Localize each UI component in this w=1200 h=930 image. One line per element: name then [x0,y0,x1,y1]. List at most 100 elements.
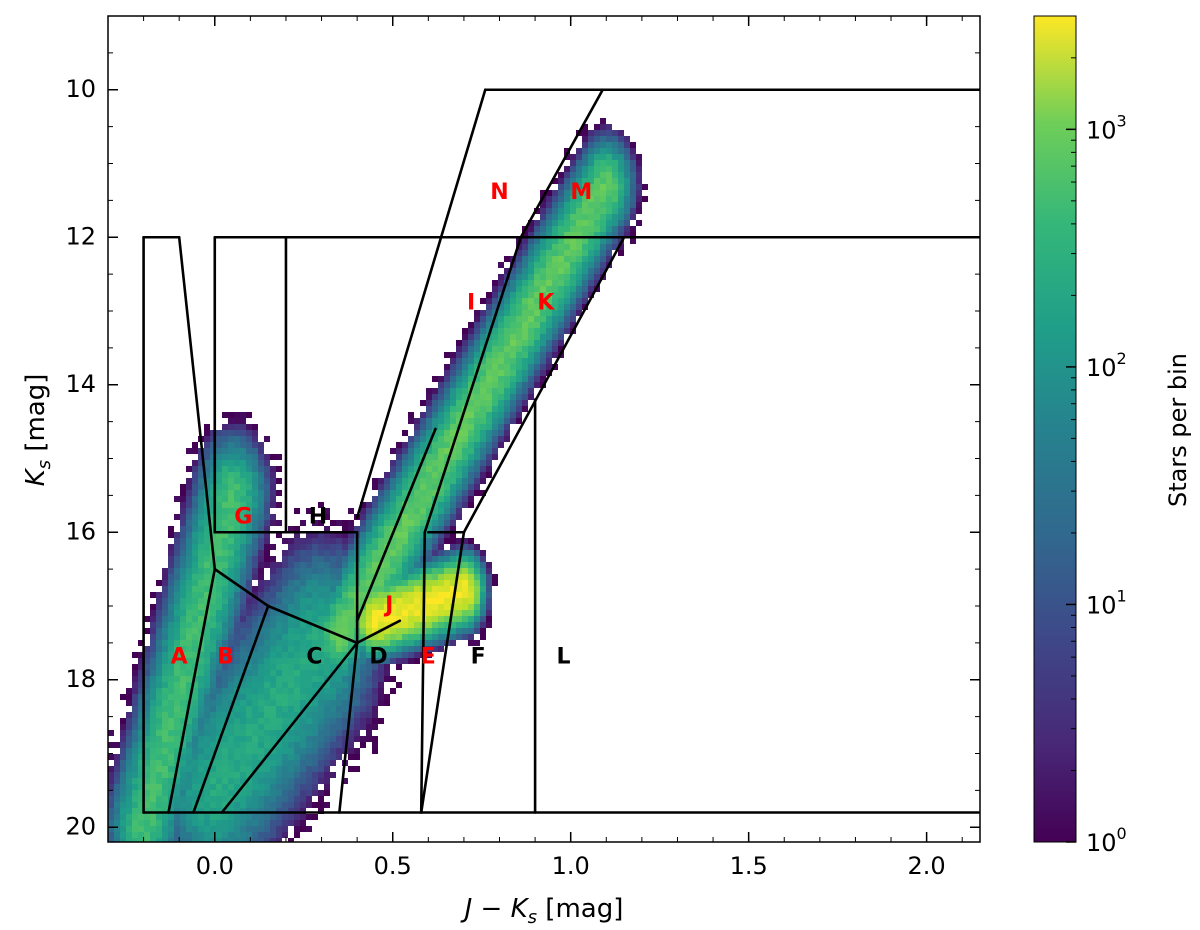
heatmap-cell [396,616,402,622]
heatmap-cell [498,418,504,424]
heatmap-cell [384,556,390,562]
heatmap-cell [366,544,372,550]
heatmap-cell [246,748,252,754]
heatmap-cell [600,172,606,178]
heatmap-cell [270,646,276,652]
heatmap-cell [246,550,252,556]
heatmap-cell [120,820,126,826]
heatmap-cell [570,220,576,226]
heatmap-cell [186,766,192,772]
heatmap-cell [348,712,354,718]
heatmap-cell [378,550,384,556]
heatmap-cell [624,136,630,142]
heatmap-cell [450,460,456,466]
heatmap-cell [372,646,378,652]
heatmap-cell [594,220,600,226]
heatmap-cell [228,790,234,796]
heatmap-cell [228,490,234,496]
heatmap-cell [474,556,480,562]
heatmap-cell [240,508,246,514]
heatmap-cell [288,838,294,842]
heatmap-cell [420,460,426,466]
heatmap-cell [402,526,408,532]
heatmap-cell [234,718,240,724]
heatmap-cell [186,604,192,610]
heatmap-cell [600,136,606,142]
heatmap-cell [264,460,270,466]
heatmap-cell [270,694,276,700]
heatmap-cell [312,616,318,622]
heatmap-cell [234,808,240,814]
heatmap-cell [168,772,174,778]
heatmap-cell [270,586,276,592]
heatmap-cell [282,586,288,592]
heatmap-cell [192,604,198,610]
heatmap-cell [510,352,516,358]
heatmap-cell [204,688,210,694]
heatmap-cell [474,334,480,340]
heatmap-cell [396,538,402,544]
heatmap-cell [312,658,318,664]
heatmap-cell [174,772,180,778]
heatmap-cell [546,262,552,268]
heatmap-cell [534,262,540,268]
heatmap-cell [186,838,192,842]
heatmap-cell [228,826,234,832]
heatmap-cell [174,532,180,538]
heatmap-cell [414,418,420,424]
y-tick-label: 20 [65,812,96,840]
heatmap-cell [396,622,402,628]
heatmap-cell [108,838,114,842]
heatmap-cell [270,742,276,748]
heatmap-cell [282,580,288,586]
heatmap-cell [162,682,168,688]
heatmap-cell [222,784,228,790]
heatmap-cell [348,730,354,736]
heatmap-cell [300,712,306,718]
heatmap-cell [228,646,234,652]
heatmap-cell [336,646,342,652]
heatmap-cell [468,496,474,502]
heatmap-cell [138,640,144,646]
heatmap-cell [444,556,450,562]
heatmap-cell [354,736,360,742]
heatmap-cell [186,802,192,808]
heatmap-cell [276,712,282,718]
heatmap-cell [204,826,210,832]
heatmap-cell [312,580,318,586]
heatmap-cell [456,604,462,610]
heatmap-cell [552,250,558,256]
heatmap-cell [204,592,210,598]
heatmap-cell [306,676,312,682]
heatmap-cell [498,364,504,370]
heatmap-cell [552,286,558,292]
heatmap-cell [240,556,246,562]
heatmap-cell [138,802,144,808]
heatmap-cell [234,778,240,784]
heatmap-cell [360,556,366,562]
heatmap-cell [108,742,114,748]
heatmap-cell [264,640,270,646]
heatmap-cell [612,238,618,244]
heatmap-cell [246,520,252,526]
heatmap-cell [468,586,474,592]
heatmap-cell [234,706,240,712]
heatmap-cell [234,628,240,634]
heatmap-cell [402,616,408,622]
heatmap-cell [396,568,402,574]
heatmap-cell [150,694,156,700]
heatmap-cell [564,184,570,190]
heatmap-cell [432,574,438,580]
heatmap-cell [222,502,228,508]
heatmap-cell [156,688,162,694]
heatmap-cell [396,520,402,526]
heatmap-cell [258,550,264,556]
heatmap-cell [168,736,174,742]
heatmap-cell [192,616,198,622]
heatmap-cell [504,346,510,352]
heatmap-cell [498,340,504,346]
heatmap-cell [186,562,192,568]
heatmap-cell [306,634,312,640]
heatmap-cell [312,814,318,820]
heatmap-cell [216,610,222,616]
